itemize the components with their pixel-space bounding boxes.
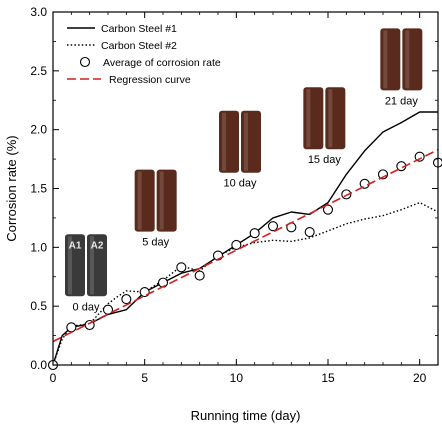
legend-label: Carbon Steel #1 — [101, 23, 177, 35]
y-tick-label: 3.0 — [30, 5, 47, 19]
photo-label: 21 day — [385, 95, 419, 107]
specimen-rod — [380, 28, 401, 91]
rod-highlight — [137, 171, 142, 230]
x-tick-label: 5 — [141, 371, 148, 385]
series-line-steel-2 — [52, 201, 439, 366]
rod-highlight — [222, 112, 226, 171]
average-point — [249, 228, 260, 239]
specimen-photos: A1 A2 0 day 5 day 10 day 15 day 21 day — [65, 28, 423, 313]
x-tick-label: 0 — [50, 371, 57, 385]
specimen-rod — [241, 110, 261, 173]
average-point — [157, 277, 169, 288]
regression-line — [52, 148, 439, 343]
y-tick-label: 0.5 — [30, 299, 47, 313]
average-point — [414, 151, 425, 162]
legend: Carbon Steel #1 Carbon Steel #2 Average of… — [67, 23, 221, 86]
average-point — [139, 286, 150, 298]
specimen-photo: 15 day — [303, 87, 346, 166]
y-tick-label: 2.0 — [30, 123, 47, 137]
photo-label: 0 day — [73, 301, 100, 313]
rod-highlight — [328, 89, 333, 148]
rod-highlight — [244, 112, 248, 171]
specimen-photo: 21 day — [380, 28, 423, 107]
specimen-rod — [303, 87, 324, 150]
average-point — [102, 304, 114, 315]
average-point — [231, 239, 242, 251]
specimen-rod — [156, 169, 177, 232]
y-tick-label: 1.0 — [30, 240, 47, 254]
plot-lines — [47, 111, 442, 371]
specimen-photo: 5 day — [134, 169, 177, 249]
rod-highlight — [306, 89, 311, 148]
average-point — [66, 322, 77, 333]
rod-label: A2 — [91, 240, 104, 251]
rod-label: A1 — [69, 240, 82, 251]
specimen-photo: 10 day — [219, 110, 261, 190]
specimen-rod — [402, 28, 423, 91]
average-point — [176, 262, 187, 273]
legend-swatch-average — [79, 56, 91, 68]
photo-label: 10 day — [223, 178, 257, 190]
specimen-rod — [219, 110, 239, 173]
x-tick-label: 15 — [321, 371, 335, 385]
average-point — [304, 226, 315, 238]
legend-label: Carbon Steel #2 — [101, 40, 177, 52]
y-tick-label: 0.0 — [30, 358, 47, 372]
average-point — [267, 221, 279, 232]
x-tick-label: 20 — [413, 371, 427, 385]
specimen-rod — [134, 169, 155, 232]
y-axis-title: Corrosion rate (%) — [4, 135, 19, 241]
specimen-photo: A1 A2 0 day — [65, 234, 107, 313]
y-tick-label: 1.5 — [30, 182, 47, 196]
rod-highlight — [90, 236, 94, 295]
photo-label: 15 day — [308, 154, 342, 166]
x-tick-label: 10 — [230, 371, 244, 385]
rod-highlight — [383, 30, 388, 89]
rod-highlight — [68, 236, 72, 295]
average-point — [194, 270, 205, 281]
photo-label: 5 day — [142, 237, 169, 249]
specimen-rod — [87, 234, 107, 297]
legend-label: Regression curve — [109, 74, 191, 86]
y-tick-label: 2.5 — [30, 64, 47, 78]
rod-highlight — [159, 171, 164, 230]
rod-highlight — [405, 30, 410, 89]
specimen-rod — [65, 234, 85, 297]
axes: 0 5 10 15 20 0.0 0.5 1.0 1.5 2.0 2.5 3.0 — [30, 5, 439, 385]
specimen-rod — [325, 87, 346, 150]
x-axis-title: Running time (day) — [191, 408, 301, 423]
average-point — [121, 294, 132, 305]
legend-label: Average of corrosion rate — [103, 57, 221, 69]
